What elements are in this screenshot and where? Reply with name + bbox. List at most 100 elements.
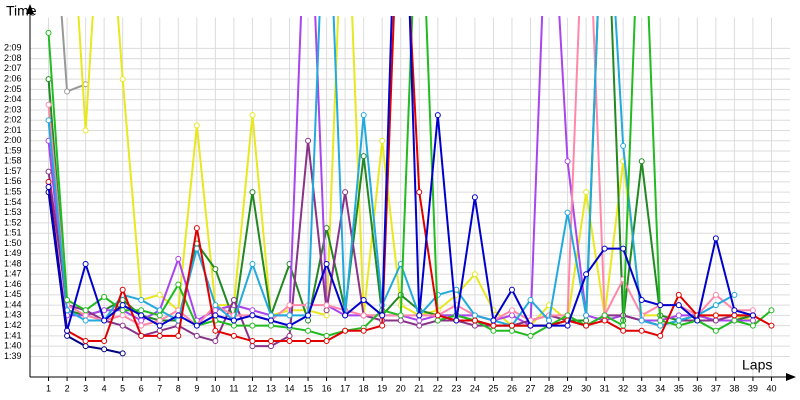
point: [471, 317, 478, 324]
x-tick-label: 1: [46, 383, 51, 393]
point: [675, 317, 682, 324]
point: [675, 302, 682, 309]
point: [360, 296, 367, 303]
point: [138, 322, 145, 329]
point: [416, 322, 423, 329]
point: [416, 312, 423, 319]
point: [82, 343, 89, 350]
x-tick-label: 19: [377, 383, 387, 393]
point: [45, 117, 52, 124]
x-tick-label: 4: [102, 383, 107, 393]
point: [119, 350, 126, 357]
point: [267, 312, 274, 319]
x-tick-label: 22: [433, 383, 443, 393]
x-tick-label: 32: [618, 383, 628, 393]
point: [64, 296, 71, 303]
point: [620, 245, 627, 252]
point: [193, 322, 200, 329]
point: [101, 338, 108, 345]
point: [583, 189, 590, 196]
y-tick-label: 1:43: [4, 310, 22, 320]
point: [323, 338, 330, 345]
point: [45, 178, 52, 185]
point: [267, 322, 274, 329]
point: [508, 327, 515, 334]
point: [267, 343, 274, 350]
point: [601, 317, 608, 324]
point: [64, 327, 71, 334]
point: [138, 332, 145, 339]
point: [508, 322, 515, 329]
point: [768, 322, 775, 329]
point: [82, 338, 89, 345]
y-tick-label: 2:06: [4, 74, 22, 84]
point: [583, 322, 590, 329]
point: [749, 307, 756, 314]
point: [249, 322, 256, 329]
x-tick-label: 33: [637, 383, 647, 393]
point: [305, 338, 312, 345]
point: [601, 312, 608, 319]
point: [119, 76, 126, 83]
point: [249, 338, 256, 345]
point: [156, 312, 163, 319]
point: [564, 322, 571, 329]
y-axis-title: Time: [6, 3, 37, 19]
point: [119, 307, 126, 314]
x-tick-label: 2: [65, 383, 70, 393]
point: [508, 312, 515, 319]
point: [657, 317, 664, 324]
point: [601, 245, 608, 252]
point: [323, 302, 330, 309]
point: [342, 189, 349, 196]
point: [749, 317, 756, 324]
point: [82, 307, 89, 314]
point: [138, 296, 145, 303]
point: [471, 322, 478, 329]
point: [527, 296, 534, 303]
point: [638, 317, 645, 324]
y-tick-label: 1:52: [4, 217, 22, 227]
y-tick-label: 1:45: [4, 289, 22, 299]
point: [267, 317, 274, 324]
point: [657, 322, 664, 329]
point: [175, 332, 182, 339]
point: [286, 302, 293, 309]
point: [249, 312, 256, 319]
plot-area: [45, 16, 775, 357]
point: [379, 322, 386, 329]
point: [749, 312, 756, 319]
point: [156, 327, 163, 334]
point: [471, 312, 478, 319]
y-axis-arrow: [26, 4, 34, 14]
point: [212, 266, 219, 273]
point: [508, 307, 515, 314]
point: [675, 291, 682, 298]
point: [212, 302, 219, 309]
point: [564, 312, 571, 319]
point: [434, 112, 441, 119]
point: [101, 293, 108, 300]
point: [156, 332, 163, 339]
point: [64, 332, 71, 339]
point: [546, 322, 553, 329]
point: [546, 317, 553, 324]
point: [230, 322, 237, 329]
x-tick-label: 36: [692, 383, 702, 393]
point: [305, 317, 312, 324]
point: [138, 317, 145, 324]
point: [323, 307, 330, 314]
point: [249, 189, 256, 196]
point: [490, 327, 497, 334]
point: [82, 261, 89, 268]
y-tick-label: 1:56: [4, 176, 22, 186]
point: [749, 322, 756, 329]
x-tick-label: 17: [340, 383, 350, 393]
point: [45, 76, 52, 83]
point: [45, 183, 52, 190]
point: [453, 317, 460, 324]
point: [360, 327, 367, 334]
point: [323, 261, 330, 268]
point: [397, 317, 404, 324]
